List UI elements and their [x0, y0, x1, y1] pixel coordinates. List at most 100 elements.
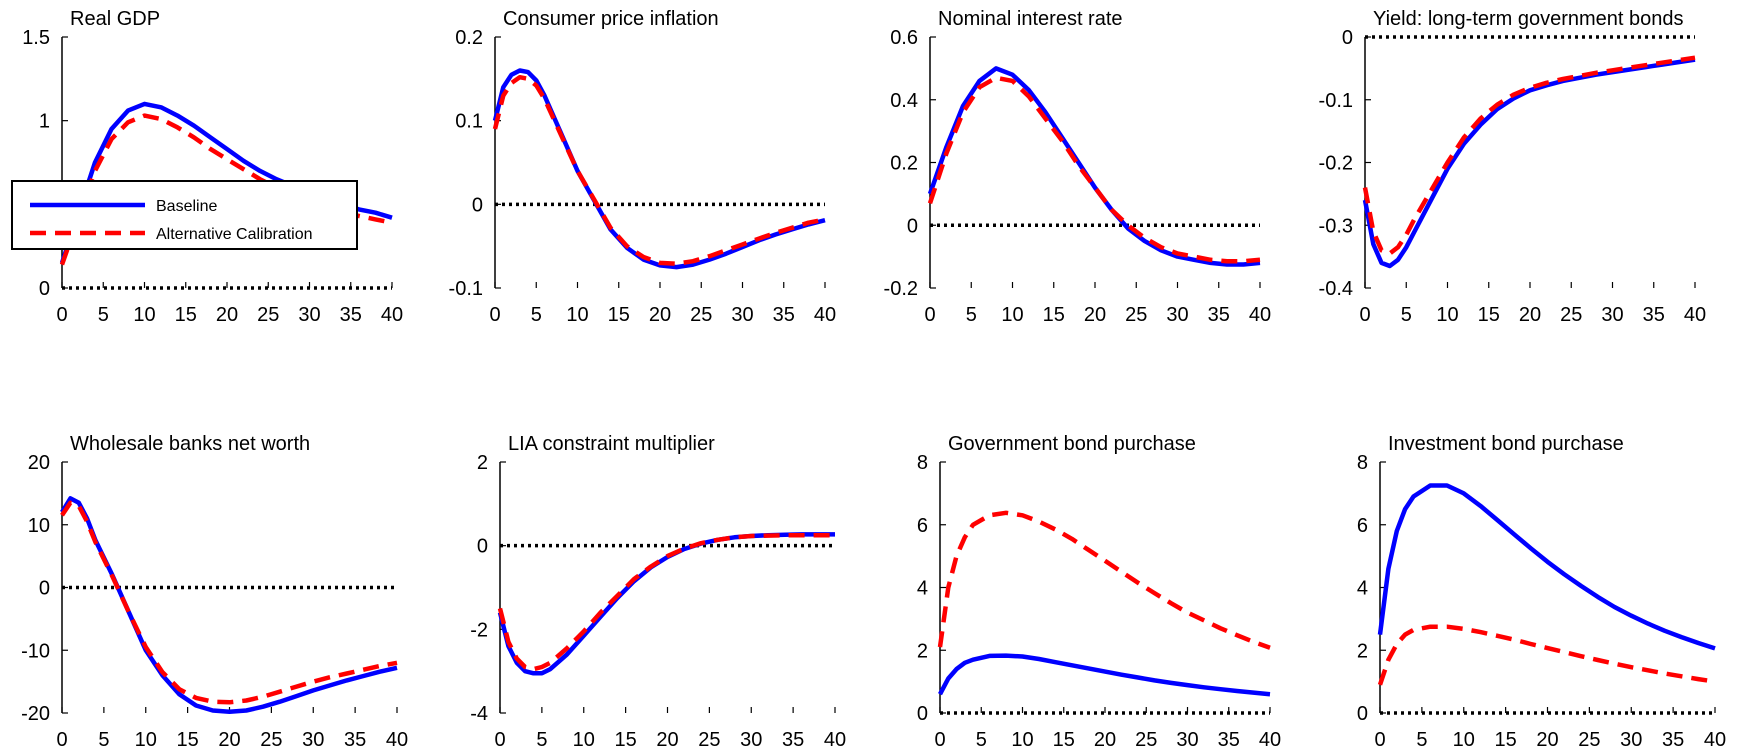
x-tick-label: 40 — [381, 304, 403, 326]
series-line-alternative — [1362, 55, 1696, 256]
x-tick-label: 10 — [1453, 729, 1475, 751]
x-tick-label: 30 — [1176, 729, 1198, 751]
x-tick-label: 20 — [218, 729, 240, 751]
panel-title: LIA constraint multiplier — [508, 433, 715, 455]
x-tick-label: 20 — [649, 304, 671, 326]
x-tick-label: 15 — [177, 729, 199, 751]
legend-label-alternative: Alternative Calibration — [156, 226, 313, 243]
series-line-alternative — [927, 75, 1261, 264]
x-tick-label: 25 — [257, 304, 279, 326]
x-tick-label: 0 — [924, 304, 935, 326]
series-line-baseline — [492, 68, 826, 270]
x-tick-label: 40 — [386, 729, 408, 751]
x-tick-label: 0 — [934, 729, 945, 751]
y-tick-label: -0.1 — [1319, 90, 1353, 112]
x-tick-label: 0 — [489, 304, 500, 326]
y-tick-label: -0.2 — [1319, 153, 1353, 175]
x-tick-label: 5 — [1416, 729, 1427, 751]
x-tick-label: 35 — [340, 304, 362, 326]
y-tick-label: 0 — [1357, 703, 1368, 725]
series-line-alternative — [1377, 624, 1716, 686]
y-tick-label: 0 — [39, 578, 50, 600]
x-tick-label: 30 — [1620, 729, 1642, 751]
y-tick-label: 0.4 — [890, 90, 918, 112]
y-tick-label: 0 — [472, 194, 483, 216]
panel-7: Government bond purchase 0 2 4 6 8 0 5 10 15 20 25 3… — [917, 433, 1281, 751]
x-tick-label: 25 — [1135, 729, 1157, 751]
panel-8: Investment bond purchase 0 2 4 6 8 0 5 10 15 20 25 3… — [1357, 433, 1726, 751]
x-tick-label: 35 — [344, 729, 366, 751]
x-tick-label: 20 — [656, 729, 678, 751]
y-tick-label: 1 — [39, 111, 50, 133]
panel-title: Investment bond purchase — [1388, 433, 1624, 455]
x-tick-label: 10 — [1436, 304, 1458, 326]
y-tick-label: 4 — [917, 578, 928, 600]
y-tick-label: 0 — [39, 278, 50, 300]
series-line-alternative — [937, 510, 1271, 650]
x-tick-label: 15 — [1495, 729, 1517, 751]
y-tick-label: 4 — [1357, 578, 1368, 600]
y-tick-label: 6 — [1357, 515, 1368, 537]
y-tick-label: 1.5 — [22, 27, 50, 49]
y-tick-label: 2 — [917, 640, 928, 662]
legend: Baseline Alternative Calibration — [11, 180, 358, 250]
x-tick-label: 30 — [298, 304, 320, 326]
x-tick-label: 0 — [56, 304, 67, 326]
x-tick-label: 40 — [1249, 304, 1271, 326]
y-tick-label: 0.2 — [455, 27, 483, 49]
y-tick-label: 10 — [28, 515, 50, 537]
y-tick-label: -0.4 — [1319, 278, 1353, 300]
x-tick-label: 35 — [782, 729, 804, 751]
x-tick-label: 25 — [260, 729, 282, 751]
x-tick-label: 20 — [1094, 729, 1116, 751]
x-tick-label: 30 — [740, 729, 762, 751]
x-tick-label: 40 — [1259, 729, 1281, 751]
x-tick-label: 35 — [1662, 729, 1684, 751]
x-tick-label: 0 — [1359, 304, 1370, 326]
legend-box — [11, 180, 358, 250]
x-tick-label: 20 — [1536, 729, 1558, 751]
x-tick-label: 25 — [1560, 304, 1582, 326]
y-tick-label: 20 — [28, 452, 50, 474]
x-tick-label: 30 — [302, 729, 324, 751]
x-tick-label: 30 — [1166, 304, 1188, 326]
x-tick-label: 5 — [98, 304, 109, 326]
x-tick-label: 10 — [566, 304, 588, 326]
x-tick-label: 30 — [1601, 304, 1623, 326]
x-tick-label: 15 — [1043, 304, 1065, 326]
x-tick-label: 20 — [1519, 304, 1541, 326]
panel-title: Yield: long-term government bonds — [1373, 8, 1684, 30]
x-tick-label: 15 — [1053, 729, 1075, 751]
y-tick-label: 0.2 — [890, 153, 918, 175]
legend-label-baseline: Baseline — [156, 198, 217, 215]
y-tick-label: 0 — [917, 703, 928, 725]
x-tick-label: 40 — [814, 304, 836, 326]
x-tick-label: 15 — [615, 729, 637, 751]
y-tick-label: 0.1 — [455, 111, 483, 133]
x-tick-label: 15 — [175, 304, 197, 326]
panel-4: Yield: long-term government bonds -0.4 -0.… — [1319, 8, 1707, 326]
y-tick-label: -0.2 — [884, 278, 918, 300]
y-tick-label: 0 — [477, 536, 488, 558]
y-tick-label: 8 — [1357, 452, 1368, 474]
x-tick-label: 15 — [1478, 304, 1500, 326]
x-tick-label: 10 — [135, 729, 157, 751]
series-line-baseline — [1362, 57, 1696, 269]
x-tick-label: 40 — [1684, 304, 1706, 326]
panel-title: Government bond purchase — [948, 433, 1196, 455]
series-line-baseline — [927, 66, 1261, 267]
panel-title: Real GDP — [70, 8, 160, 30]
x-tick-label: 5 — [536, 729, 547, 751]
x-tick-label: 35 — [1208, 304, 1230, 326]
x-tick-label: 5 — [1401, 304, 1412, 326]
y-tick-label: -10 — [21, 640, 50, 662]
y-tick-label: 2 — [477, 452, 488, 474]
x-tick-label: 25 — [1578, 729, 1600, 751]
x-tick-label: 25 — [1125, 304, 1147, 326]
x-tick-label: 5 — [531, 304, 542, 326]
panel-title: Nominal interest rate — [938, 8, 1123, 30]
panel-title: Wholesale banks net worth — [70, 433, 310, 455]
